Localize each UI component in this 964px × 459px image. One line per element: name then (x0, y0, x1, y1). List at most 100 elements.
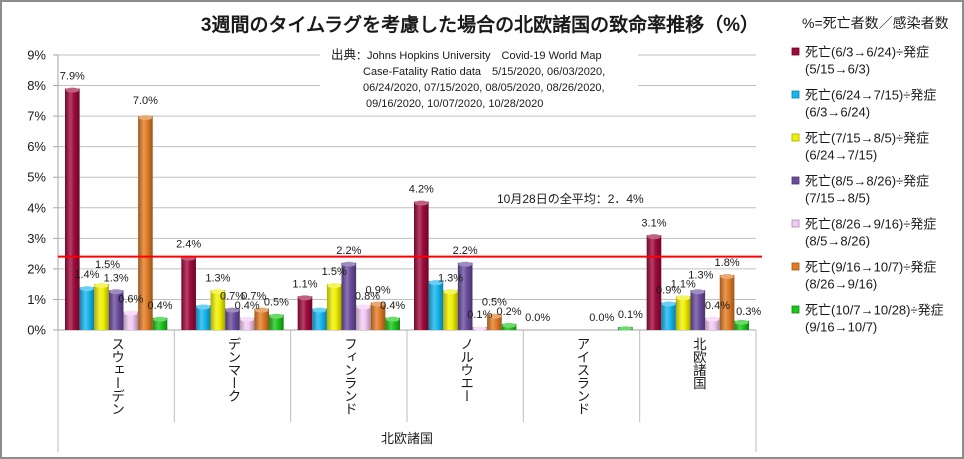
bar-cap (720, 274, 734, 279)
y-tick-label: 8% (27, 78, 46, 93)
bar-cap (123, 310, 138, 316)
legend-label: 死亡(8/26→9/16)÷発症 (805, 217, 936, 232)
bar (138, 116, 153, 330)
bar (269, 314, 284, 330)
bar-cap (676, 295, 691, 301)
data-label: 1.5% (95, 259, 120, 271)
bar (661, 302, 676, 330)
bar (254, 308, 270, 330)
bar (414, 201, 429, 330)
data-label: 7.9% (60, 71, 85, 83)
bar (719, 275, 735, 330)
bar (341, 262, 357, 330)
data-label: 0.1% (618, 309, 643, 321)
bar (428, 281, 444, 330)
data-label: 1.1% (292, 278, 317, 290)
bar-cap (661, 301, 676, 307)
bar-cap (80, 286, 94, 292)
bar-cap (342, 261, 356, 267)
bar-cap (691, 289, 705, 295)
legend-item: 死亡(9/16→10/7)÷発症 (8/26→9/16) (791, 260, 936, 292)
legend-label-line2: (7/15→8/5) (805, 191, 870, 206)
y-tick-label: 4% (27, 200, 46, 215)
axes: 0% 1% 2% 3% 4% 5% 6% 7% 8% 9% (27, 48, 757, 452)
legend-item: 死亡(8/26→9/16)÷発症 (8/5→8/26) (791, 217, 936, 249)
category-label: アイスランド (574, 337, 590, 415)
bar-cap (312, 307, 327, 313)
bar (225, 308, 240, 330)
bar-cap (458, 261, 472, 267)
data-label: 0.4% (705, 300, 730, 312)
category-label: ノルウエー (458, 337, 474, 402)
bar (79, 287, 95, 330)
bar (457, 262, 473, 330)
category-label: フィンランド (341, 337, 357, 415)
bar-cap (502, 322, 516, 328)
data-label: 0.4% (147, 300, 172, 312)
data-label: 0.4% (235, 300, 260, 312)
legend-item: 死亡(7/15→8/5)÷発症 (6/24→7/15) (791, 131, 929, 163)
bar (195, 305, 211, 330)
bar-cap (734, 319, 749, 325)
bar-cap (371, 301, 385, 307)
y-tick-label: 5% (27, 170, 46, 185)
legend-marker (791, 305, 800, 314)
bar-cap (254, 307, 269, 313)
source-box: 出典：Johns Hopkins University Covid-19 Wor… (320, 44, 638, 114)
bar (487, 314, 502, 330)
data-label: 4.2% (409, 184, 434, 196)
source-line-2: Case-Fatality Ratio data 5/15/2020, 06/0… (363, 66, 605, 78)
legend-label-line2: (8/26→9/16) (805, 277, 877, 292)
data-label: 0.0% (525, 312, 550, 324)
legend-label: 死亡(9/16→10/7)÷発症 (805, 260, 936, 275)
legend-label-line2: (9/16→10/7) (805, 320, 877, 335)
data-label: 1.3% (205, 272, 230, 284)
data-label: 1.3% (104, 272, 129, 284)
bar (108, 290, 124, 330)
bar (312, 308, 327, 330)
legend-label-line2: (5/15→6/3) (805, 62, 870, 77)
bar (94, 284, 109, 330)
bar-cap (225, 307, 240, 313)
bar (181, 256, 196, 330)
bar-cap (211, 289, 225, 295)
legend-item: 死亡(8/5→8/26)÷発症 (7/15→8/5) (791, 174, 929, 206)
data-label: 0.1% (467, 309, 492, 321)
ratio-note: %=死亡者数／感染者数 (802, 15, 949, 31)
bar-cap (153, 316, 167, 322)
bar-cap (269, 313, 284, 319)
y-tick-label: 7% (27, 109, 46, 124)
y-tick-label: 6% (27, 139, 46, 154)
bar-cap (196, 304, 211, 310)
bar-cap (647, 234, 661, 240)
data-label: 0.9% (656, 285, 681, 297)
data-label: 0.4% (380, 300, 405, 312)
data-label: 2.2% (453, 245, 478, 257)
bar (326, 284, 342, 330)
y-tick-label: 9% (27, 48, 46, 63)
data-label: 0.3% (736, 306, 761, 318)
legend-marker (791, 90, 800, 99)
source-line-4: 09/16/2020, 10/07/2020, 10/28/2020 (366, 98, 543, 110)
legend-label: 死亡(10/7→10/28)÷発症 (805, 303, 944, 318)
bar-cap (356, 304, 371, 310)
legend-marker (791, 47, 800, 56)
chart-title: 3週間のタイムラグを考慮した場合の北欧諸国の致命率推移（%） (201, 13, 759, 36)
bar (370, 302, 386, 330)
source-text-1: ：Johns Hopkins University Covid-19 World… (356, 50, 602, 62)
source-label: 出典 (331, 48, 356, 62)
legend-item: 死亡(6/3→6/24)÷発症 (5/15→6/3) (791, 45, 929, 77)
bar-cap (487, 313, 502, 319)
legend-label: 死亡(6/3→6/24)÷発症 (805, 45, 929, 60)
bar (65, 88, 80, 330)
data-label: 1.4% (74, 269, 99, 281)
data-label: 0.7% (241, 291, 266, 303)
bar-cap (429, 280, 443, 286)
legend-label-line2: (8/5→8/26) (805, 234, 870, 249)
data-label: 1.8% (715, 257, 740, 269)
bar-cap (94, 283, 109, 289)
bar-cap (414, 200, 429, 206)
bar-cap (443, 289, 458, 295)
